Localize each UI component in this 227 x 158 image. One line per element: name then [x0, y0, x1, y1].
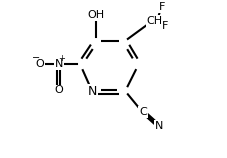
- Text: N: N: [154, 121, 162, 131]
- Text: F: F: [159, 2, 165, 12]
- Text: O: O: [36, 59, 44, 69]
- Text: −: −: [32, 53, 40, 63]
- Text: N: N: [87, 85, 97, 98]
- Text: C: C: [139, 107, 146, 117]
- Text: F: F: [162, 21, 168, 31]
- Text: N: N: [54, 59, 62, 69]
- Text: O: O: [54, 85, 63, 95]
- Text: CH: CH: [146, 16, 162, 26]
- Text: +: +: [58, 54, 65, 63]
- Text: OH: OH: [86, 10, 104, 20]
